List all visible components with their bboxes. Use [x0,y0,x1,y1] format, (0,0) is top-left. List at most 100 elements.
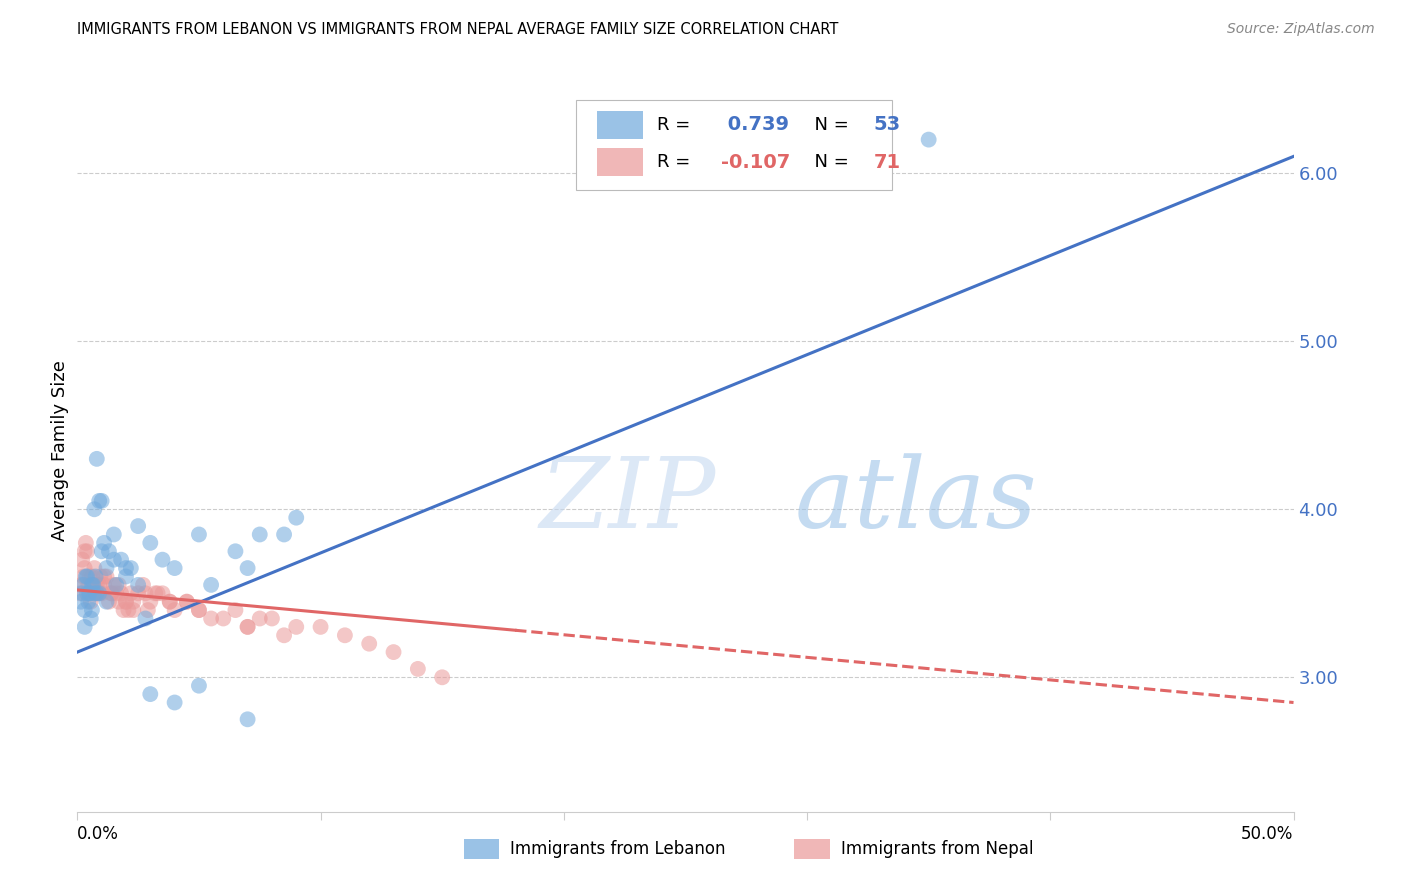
Point [132,578,155,592]
Point [93,536,115,550]
Point [285,510,308,524]
Point [103,552,125,566]
Point [76,586,98,600]
Point [70,552,93,566]
Point [152,552,174,566]
Point [333,628,356,642]
Point [75,569,97,583]
Point [80,569,103,583]
Point [236,620,259,634]
Text: 0.0%: 0.0% [77,825,120,843]
Point [139,687,162,701]
Point [224,603,246,617]
Point [359,637,381,651]
Point [200,611,222,625]
Point [117,603,139,617]
Point [122,595,145,609]
Point [82,578,104,592]
Point [212,611,235,625]
Point [97,544,120,558]
Point [96,569,118,583]
Point [93,578,115,592]
Text: Immigrants from Lebanon: Immigrants from Lebanon [510,840,725,858]
Text: 53: 53 [875,115,901,135]
Point [406,662,429,676]
Point [103,578,125,592]
Point [260,611,283,625]
Text: atlas: atlas [794,453,1038,549]
Point [79,569,101,583]
Text: ZIP: ZIP [540,453,716,549]
Point [188,603,211,617]
Bar [596,148,643,176]
Point [134,586,156,600]
Point [249,611,271,625]
Text: IMMIGRANTS FROM LEBANON VS IMMIGRANTS FROM NEPAL AVERAGE FAMILY SIZE CORRELATION: IMMIGRANTS FROM LEBANON VS IMMIGRANTS FR… [77,22,839,37]
Point [285,620,308,634]
Point [127,578,149,592]
Point [103,527,125,541]
Point [83,578,105,592]
Point [89,586,111,600]
Point [83,502,105,516]
Point [80,578,103,592]
Point [83,561,105,575]
Point [115,569,138,583]
Point [84,586,107,600]
Point [122,603,145,617]
Point [89,578,111,592]
Point [79,586,101,600]
Point [115,595,138,609]
Point [236,561,259,575]
Point [127,519,149,533]
FancyBboxPatch shape [576,100,893,190]
Point [82,578,104,592]
Point [146,586,169,600]
Point [188,527,211,541]
Bar [596,112,643,138]
Point [176,595,198,609]
Point [100,586,122,600]
Point [159,595,181,609]
Point [89,569,111,583]
Point [86,578,108,592]
Text: R =: R = [658,153,696,171]
Point [77,595,100,609]
Point [93,569,115,583]
Point [73,561,96,575]
Point [120,586,142,600]
Point [107,578,129,592]
Point [96,595,118,609]
Point [136,603,159,617]
Point [115,561,138,575]
Text: 50.0%: 50.0% [1241,825,1294,843]
Point [236,620,259,634]
Point [273,628,295,642]
Text: N =: N = [803,116,855,134]
Point [90,494,112,508]
Text: 71: 71 [875,153,901,172]
Point [97,595,120,609]
Text: 0.739: 0.739 [721,115,789,135]
Point [382,645,405,659]
Point [70,595,93,609]
Point [249,527,271,541]
Point [110,586,132,600]
Point [76,569,98,583]
Point [84,569,107,583]
Point [89,494,111,508]
Point [139,595,162,609]
Point [139,536,162,550]
Point [134,611,156,625]
Point [96,561,118,575]
Point [188,603,211,617]
Point [163,603,186,617]
Point [90,586,112,600]
Point [76,544,98,558]
Point [120,561,142,575]
Point [70,586,93,600]
Point [86,586,108,600]
Point [143,586,166,600]
Point [70,578,93,592]
Y-axis label: Average Family Size: Average Family Size [51,360,69,541]
